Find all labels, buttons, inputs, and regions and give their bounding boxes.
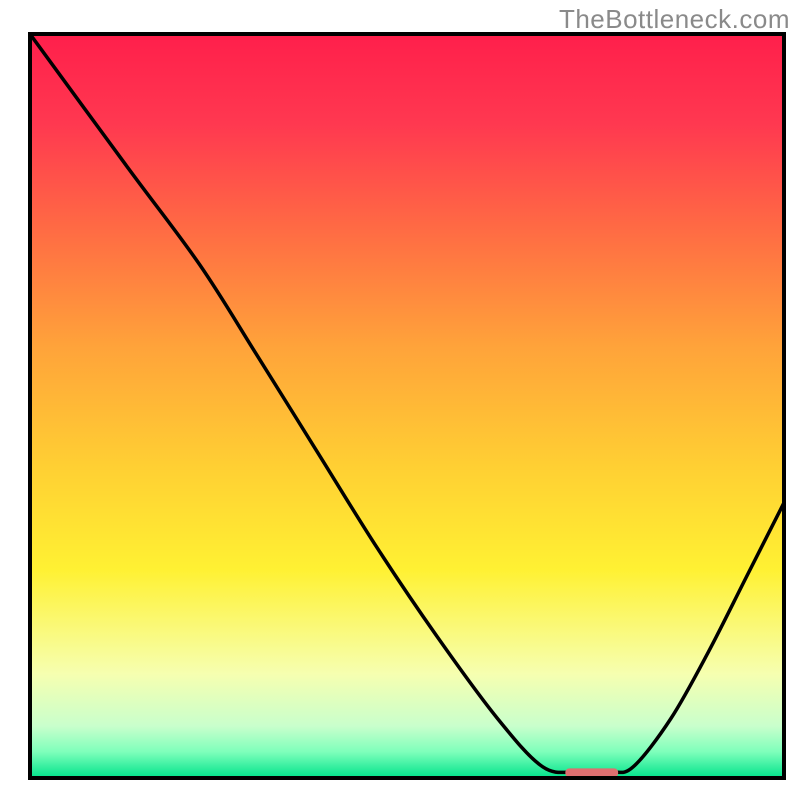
- chart-container: { "watermark": "TheBottleneck.com", "cha…: [0, 0, 800, 800]
- watermark-text: TheBottleneck.com: [559, 4, 790, 35]
- plot-background: [30, 34, 784, 778]
- bottleneck-chart: [0, 0, 800, 800]
- optimal-marker: [565, 768, 618, 777]
